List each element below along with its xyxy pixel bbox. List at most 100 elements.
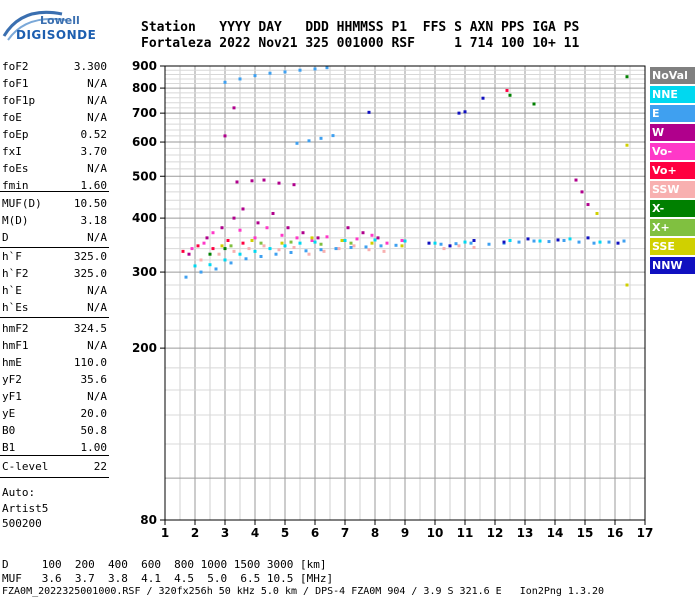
data-point bbox=[307, 139, 311, 143]
data-point bbox=[349, 241, 353, 245]
param-value: N/A bbox=[87, 77, 107, 90]
y-tick-label: 400 bbox=[132, 211, 157, 225]
param-value: 324.5 bbox=[73, 322, 107, 335]
param-row: hmE 110.0 bbox=[2, 356, 107, 373]
param-row: foF1 N/A bbox=[2, 77, 107, 94]
x-tick-label: 14 bbox=[547, 526, 564, 540]
data-point bbox=[253, 249, 257, 253]
y-tick-label: 800 bbox=[132, 81, 157, 95]
legend-item: SSW bbox=[650, 181, 695, 198]
data-point bbox=[577, 240, 581, 244]
data-point bbox=[229, 244, 233, 248]
data-point bbox=[562, 238, 566, 242]
data-point bbox=[625, 283, 629, 287]
param-name: yF1 bbox=[2, 390, 22, 403]
y-tick-label: 300 bbox=[132, 265, 157, 279]
data-point bbox=[526, 237, 530, 241]
param-row: foE N/A bbox=[2, 111, 107, 128]
data-point bbox=[607, 240, 611, 244]
data-point bbox=[247, 247, 251, 251]
x-tick-label: 6 bbox=[311, 526, 319, 540]
legend-item: SSE bbox=[650, 238, 695, 255]
data-point bbox=[265, 226, 269, 230]
data-point bbox=[616, 241, 620, 245]
data-point bbox=[190, 247, 194, 251]
x-tick-label: 10 bbox=[427, 526, 444, 540]
data-point bbox=[367, 110, 371, 114]
param-row: foF1p N/A bbox=[2, 94, 107, 111]
data-point bbox=[340, 238, 344, 242]
data-point bbox=[277, 248, 281, 252]
data-point bbox=[292, 183, 296, 187]
data-point bbox=[262, 244, 266, 248]
data-point bbox=[235, 180, 239, 184]
data-point bbox=[487, 242, 491, 246]
data-point bbox=[313, 67, 317, 71]
data-point bbox=[364, 245, 368, 249]
data-point bbox=[442, 247, 446, 251]
x-tick-label: 7 bbox=[341, 526, 349, 540]
param-value: 22 bbox=[93, 460, 107, 473]
data-point bbox=[472, 238, 476, 242]
x-tick-label: 12 bbox=[487, 526, 504, 540]
chart-axes: 1 2 3 4 5 6 7 8 9 10 11 12 13 14 15 16 17802003004005006… bbox=[132, 59, 653, 540]
data-point bbox=[586, 236, 590, 240]
x-tick-label: 9 bbox=[401, 526, 409, 540]
data-point bbox=[229, 261, 233, 265]
y-tick-label: 900 bbox=[132, 59, 157, 73]
data-point bbox=[574, 178, 578, 182]
param-row: D N/A bbox=[2, 231, 107, 248]
param-value: N/A bbox=[87, 94, 107, 107]
param-name: yF2 bbox=[2, 373, 22, 386]
y-tick-label: 200 bbox=[132, 341, 157, 355]
data-point bbox=[580, 190, 584, 194]
data-point bbox=[448, 244, 452, 248]
x-tick-label: 3 bbox=[221, 526, 229, 540]
data-point bbox=[469, 241, 473, 245]
data-point bbox=[202, 241, 206, 245]
param-name: D bbox=[2, 231, 9, 244]
param-name: hmE bbox=[2, 356, 22, 369]
data-point bbox=[262, 178, 266, 182]
legend-item: NNE bbox=[650, 86, 695, 103]
param-name: foF2 bbox=[2, 60, 29, 73]
param-value: 3.18 bbox=[80, 214, 108, 227]
data-point bbox=[205, 236, 209, 240]
data-point bbox=[241, 207, 245, 211]
param-name: C-level bbox=[2, 460, 49, 473]
y-tick-label: 80 bbox=[140, 513, 157, 527]
data-point bbox=[325, 66, 329, 70]
code-label: 500200 bbox=[2, 517, 42, 530]
param-value: 35.6 bbox=[80, 373, 108, 386]
chart-grid bbox=[164, 65, 646, 520]
data-point bbox=[286, 226, 290, 230]
data-point bbox=[223, 258, 227, 262]
y-tick-label: 500 bbox=[132, 169, 157, 183]
y-tick-label: 600 bbox=[132, 135, 157, 149]
data-point bbox=[301, 231, 305, 235]
param-value: 10.50 bbox=[73, 197, 107, 210]
separator bbox=[0, 477, 109, 478]
data-point bbox=[439, 242, 443, 246]
data-point bbox=[463, 240, 467, 244]
data-point bbox=[208, 263, 212, 267]
data-point bbox=[211, 231, 215, 235]
data-point bbox=[481, 96, 485, 100]
data-point bbox=[289, 250, 293, 254]
data-point bbox=[226, 238, 230, 242]
data-point bbox=[373, 238, 377, 242]
data-point bbox=[355, 237, 359, 241]
param-name: h`Es bbox=[2, 301, 29, 314]
param-row: B1 1.00 bbox=[2, 441, 107, 458]
param-name: hmF2 bbox=[2, 322, 29, 335]
param-name: h`E bbox=[2, 284, 22, 297]
data-point bbox=[394, 243, 398, 247]
data-point bbox=[316, 236, 320, 240]
legend-item: W bbox=[650, 124, 695, 141]
param-value: N/A bbox=[87, 301, 107, 314]
data-point bbox=[208, 252, 212, 256]
data-point bbox=[502, 240, 506, 244]
data-point bbox=[289, 240, 293, 244]
data-point bbox=[622, 239, 626, 243]
data-point bbox=[253, 74, 257, 78]
